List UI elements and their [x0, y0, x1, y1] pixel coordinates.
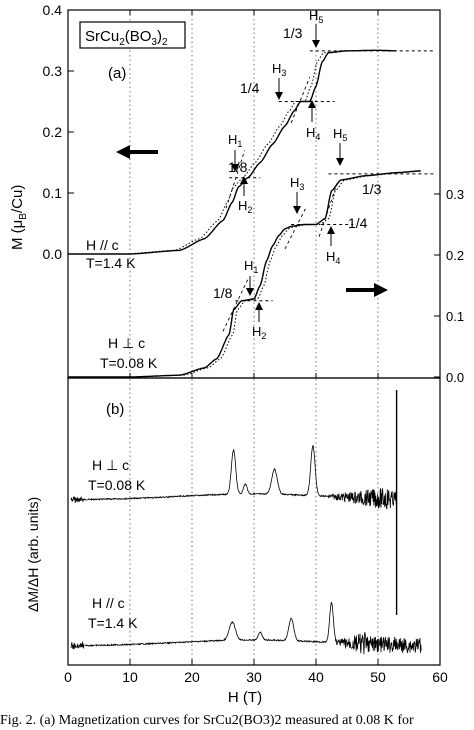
svg-text:H1: H1: [244, 258, 258, 275]
y-tick-label-left: 0.0: [43, 246, 63, 262]
x-tick-label: 60: [432, 669, 448, 685]
trace-hpar-b: [70, 601, 422, 655]
y-tick-label-left: 0.3: [43, 63, 63, 79]
label-hperp-a: H ⊥ c: [108, 335, 145, 351]
svg-text:H4: H4: [306, 125, 320, 142]
arrow-right-icon: [346, 283, 388, 297]
svg-text:H3: H3: [272, 61, 286, 78]
marker-h1-lower: H1: [244, 258, 258, 296]
y-tick-label-right: 0.1: [446, 309, 464, 324]
label-hperp-temp-a: T=0.08 K: [100, 355, 158, 371]
marker-h2-upper: H2: [238, 176, 252, 215]
panel-b-label: (b): [106, 401, 124, 418]
curves: [68, 49, 422, 655]
frac-1-3-lower: 1/3: [362, 181, 382, 197]
label-hpar-temp-b: T=1.4 K: [88, 615, 138, 631]
marker-h3-upper: H3: [272, 61, 286, 100]
arrow-left-icon: [116, 145, 158, 159]
marker-h1-upper: H1: [228, 132, 242, 172]
grid-lines: [129, 10, 379, 665]
svg-text:H4: H4: [326, 249, 340, 266]
trace-hperp-b: [70, 445, 397, 510]
frac-1-8-lower: 1/8: [213, 285, 233, 301]
axis-ticks: 0 10 20 30 40 50 60 0.0 0.1 0.2 0.3 0.4 0.0 0.1 0.2 0.3: [43, 2, 465, 685]
y-tick-label-left: 0.4: [43, 2, 63, 18]
marker-h3-lower: H3: [290, 175, 304, 214]
figure: 0 10 20 30 40 50 60 0.0 0.1 0.2 0.3 0.4 0.0 0.1 0.2 0.3…: [9, 2, 465, 706]
frac-1-4-upper: 1/4: [240, 80, 260, 96]
plateau-guide: [284, 205, 308, 250]
compound-label: SrCu2(BO3)2: [85, 28, 168, 48]
panel-a-label: (a): [108, 65, 126, 82]
compound-box: [79, 21, 186, 49]
marker-h2-lower: H2: [252, 302, 266, 341]
plateau-guide: [290, 76, 311, 124]
x-axis-title: H (T): [228, 689, 262, 706]
y-axis-title-b: ΔM/ΔH (arb. units): [25, 497, 41, 612]
frac-1-4-lower: 1/4: [348, 215, 368, 231]
frac-1-3-upper: 1/3: [283, 25, 303, 41]
x-tick-label: 0: [64, 669, 72, 685]
x-tick-label: 10: [122, 669, 138, 685]
x-tick-label: 20: [184, 669, 200, 685]
plateau-guide: [225, 150, 246, 209]
svg-text:H3: H3: [290, 175, 304, 192]
x-tick-label: 30: [246, 669, 262, 685]
y-tick-label-right: 0.0: [446, 370, 464, 385]
svg-text:H5: H5: [309, 8, 323, 25]
label-hpar-b: H // c: [92, 595, 125, 611]
marker-h5-lower: H5: [333, 126, 347, 166]
frac-1-8-upper: 1/8: [228, 159, 248, 175]
plateau-guides: [222, 50, 434, 332]
label-hpar-temp-a: T=1.4 K: [86, 255, 136, 271]
svg-text:H2: H2: [238, 198, 252, 215]
marker-h4-lower: H4: [326, 226, 340, 266]
y-tick-label-left: 0.1: [43, 185, 63, 201]
svg-text:H1: H1: [228, 132, 242, 149]
y-tick-label-right: 0.3: [446, 187, 464, 202]
x-tick-label: 40: [308, 669, 324, 685]
marker-h4-upper: H4: [306, 100, 320, 142]
plateau-guide: [318, 181, 339, 237]
x-tick-label: 50: [370, 669, 386, 685]
label-hperp-temp-b: T=0.08 K: [88, 477, 146, 493]
y-tick-label-left: 0.2: [43, 124, 63, 140]
svg-text:H2: H2: [252, 324, 266, 341]
y-axis-title-a: M (μB/Cu): [9, 185, 29, 250]
y-tick-label-right: 0.2: [446, 248, 464, 263]
label-hpar-a: H // c: [86, 237, 119, 253]
marker-h5-upper: H5: [309, 8, 323, 48]
svg-text:H5: H5: [333, 126, 347, 143]
figure-caption: Fig. 2. (a) Magnetization curves for SrC…: [0, 713, 414, 728]
label-hperp-b: H ⊥ c: [92, 457, 129, 473]
